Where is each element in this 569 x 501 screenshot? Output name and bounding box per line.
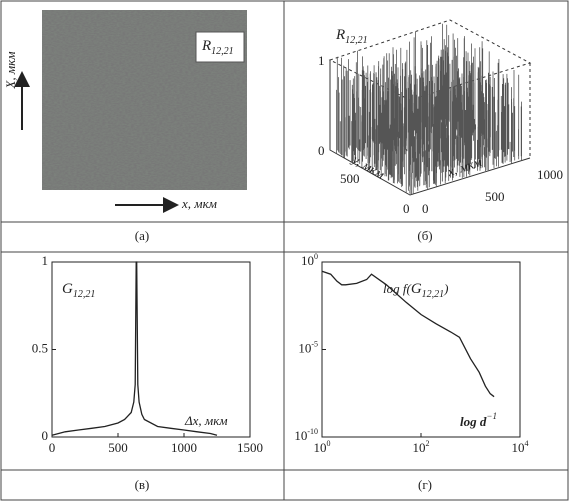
x-tick-label: 500 (108, 440, 128, 455)
annotation: Δx, мкм (184, 413, 228, 428)
series-label: log f(G12,21) (383, 281, 449, 300)
text-part: ) (443, 281, 448, 296)
text-part: G (411, 281, 422, 297)
text-part: -10 (307, 427, 318, 436)
text-part: −1 (486, 411, 497, 421)
text-part: R (335, 27, 345, 43)
x-tick-label: 104 (512, 439, 529, 455)
y-tick-label: 1 (42, 253, 49, 268)
y-tick-label: 100 (301, 252, 318, 268)
text-part: 4 (525, 439, 529, 448)
text-part: 10 (413, 440, 426, 455)
figure: (а)(б)(в)(г)R12,21X, мкмx, мкмR12,211050… (0, 0, 569, 501)
x-tick-label: 1500 (237, 440, 263, 455)
text-part: 12,21 (422, 289, 445, 300)
text-part: 10 (294, 428, 307, 443)
x-tick-label: 1000 (537, 167, 563, 182)
text-part: 12,21 (73, 289, 96, 300)
z-tick-label: 0 (318, 143, 325, 158)
text-part: 12,21 (211, 46, 234, 57)
plot-frame (52, 262, 250, 437)
text-part: -5 (311, 339, 318, 348)
text-part: 10 (301, 253, 314, 268)
text-part: log f( (383, 281, 411, 296)
x-tick-label: 1000 (171, 440, 197, 455)
text-part: 0 (314, 252, 318, 261)
text-part: 12,21 (345, 35, 368, 46)
y-tick-label: 10-5 (298, 339, 318, 355)
panel-label: R12,21 (335, 27, 368, 46)
text-part: 10 (298, 340, 311, 355)
y-tick-label: 0 (42, 428, 49, 443)
x-axis-label: x, мкм (181, 196, 217, 211)
caption: (в) (135, 477, 150, 492)
line (52, 262, 217, 435)
text-part: G (62, 281, 73, 297)
y-tick-label: 0 (403, 201, 410, 216)
text-part: log d (460, 414, 487, 429)
x-tick-label: 500 (485, 189, 505, 204)
caption: (г) (418, 477, 432, 492)
caption: (а) (135, 228, 149, 243)
z-tick-label: 1 (318, 53, 325, 68)
series-label: G12,21 (62, 281, 95, 300)
annotation: log d−1 (460, 411, 497, 429)
text-part: 10 (314, 440, 327, 455)
y-tick-label: 500 (340, 171, 360, 186)
text-part: R (201, 38, 211, 54)
y-axis-label: X, мкм (3, 51, 18, 89)
x-tick-label: 0 (49, 440, 56, 455)
text-part: 0 (327, 439, 331, 448)
x-tick-label: 102 (413, 439, 430, 455)
text-part: 2 (426, 439, 430, 448)
caption: (б) (417, 228, 432, 243)
text-part: 10 (512, 440, 525, 455)
y-tick-label: 0.5 (32, 340, 48, 355)
x-tick-label: 100 (314, 439, 331, 455)
x-tick-label: 0 (422, 201, 429, 216)
